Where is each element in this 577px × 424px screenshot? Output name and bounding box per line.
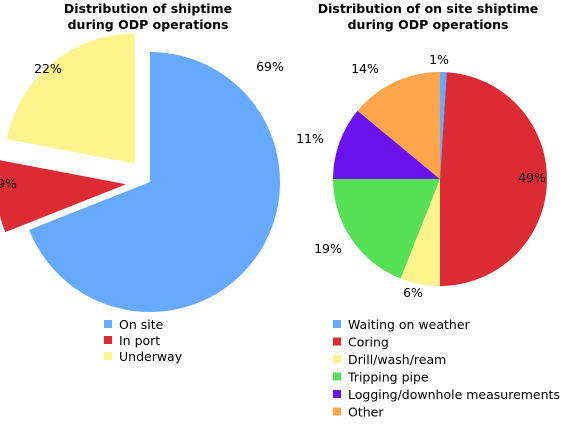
chart-2-data-label-5: 11% (296, 131, 324, 146)
chart-2-legend-swatch-6 (333, 407, 341, 416)
chart-2-legend-label-5: Logging/downhole measurements (348, 387, 560, 402)
chart-2-legend-label-1: Waiting on weather (348, 317, 471, 332)
chart-2-legend-swatch-1 (333, 320, 341, 328)
chart-1-slice-underway (7, 33, 135, 164)
chart-2-data-label-6: 14% (351, 61, 379, 76)
chart-1-data-label-3: 22% (34, 61, 62, 76)
chart-1-legend-label-1: On site (119, 317, 164, 332)
chart-2-data-label-4: 19% (314, 241, 342, 256)
chart-2-legend-label-3: Drill/wash/ream (348, 352, 446, 367)
chart-2-legend-swatch-3 (333, 355, 341, 363)
chart-1-legend-label-2: In port (119, 333, 160, 348)
chart-1-data-label-1: 69% (256, 59, 284, 74)
chart-2-data-label-2: 49% (518, 170, 546, 185)
chart-2-legend-swatch-5 (333, 390, 341, 398)
chart-1-data-label-2: 9% (0, 176, 17, 191)
chart-2-slice-waiting-on-weather (440, 72, 447, 179)
chart-2-slice-drill-wash-ream (400, 179, 440, 286)
chart-2-title-line-1: Distribution of on site shiptime (318, 1, 539, 16)
chart-1-slice-on-site (29, 52, 280, 313)
chart-2-data-label-3: 6% (403, 285, 423, 300)
chart-1-legend-label-3: Underway (119, 349, 183, 364)
chart-1-legend-swatch-2 (104, 336, 112, 344)
chart-1-slice-in-port (0, 160, 127, 233)
chart-2-legend-label-4: Tripping pipe (347, 370, 429, 385)
chart-2-slice-other (357, 72, 440, 179)
chart-2-slice-coring (440, 72, 548, 287)
chart-1-legend-swatch-3 (104, 352, 112, 360)
chart-1-title-line-2: during ODP operations (68, 17, 229, 32)
chart-2-title-line-2: during ODP operations (348, 17, 509, 32)
chart-2-data-label-1: 1% (429, 52, 449, 67)
chart-1-title-line-1: Distribution of shiptime (64, 1, 232, 16)
chart-1-legend-swatch-1 (104, 320, 112, 328)
chart-2-slice-tripping-pipe (333, 179, 440, 279)
chart-2-legend-label-2: Coring (348, 335, 389, 350)
chart-2-legend-label-6: Other (348, 405, 384, 420)
chart-2-slice-logging-downhole-measurements (333, 110, 440, 179)
chart-2-legend-swatch-4 (333, 372, 341, 381)
chart-2-legend-swatch-2 (333, 337, 341, 346)
